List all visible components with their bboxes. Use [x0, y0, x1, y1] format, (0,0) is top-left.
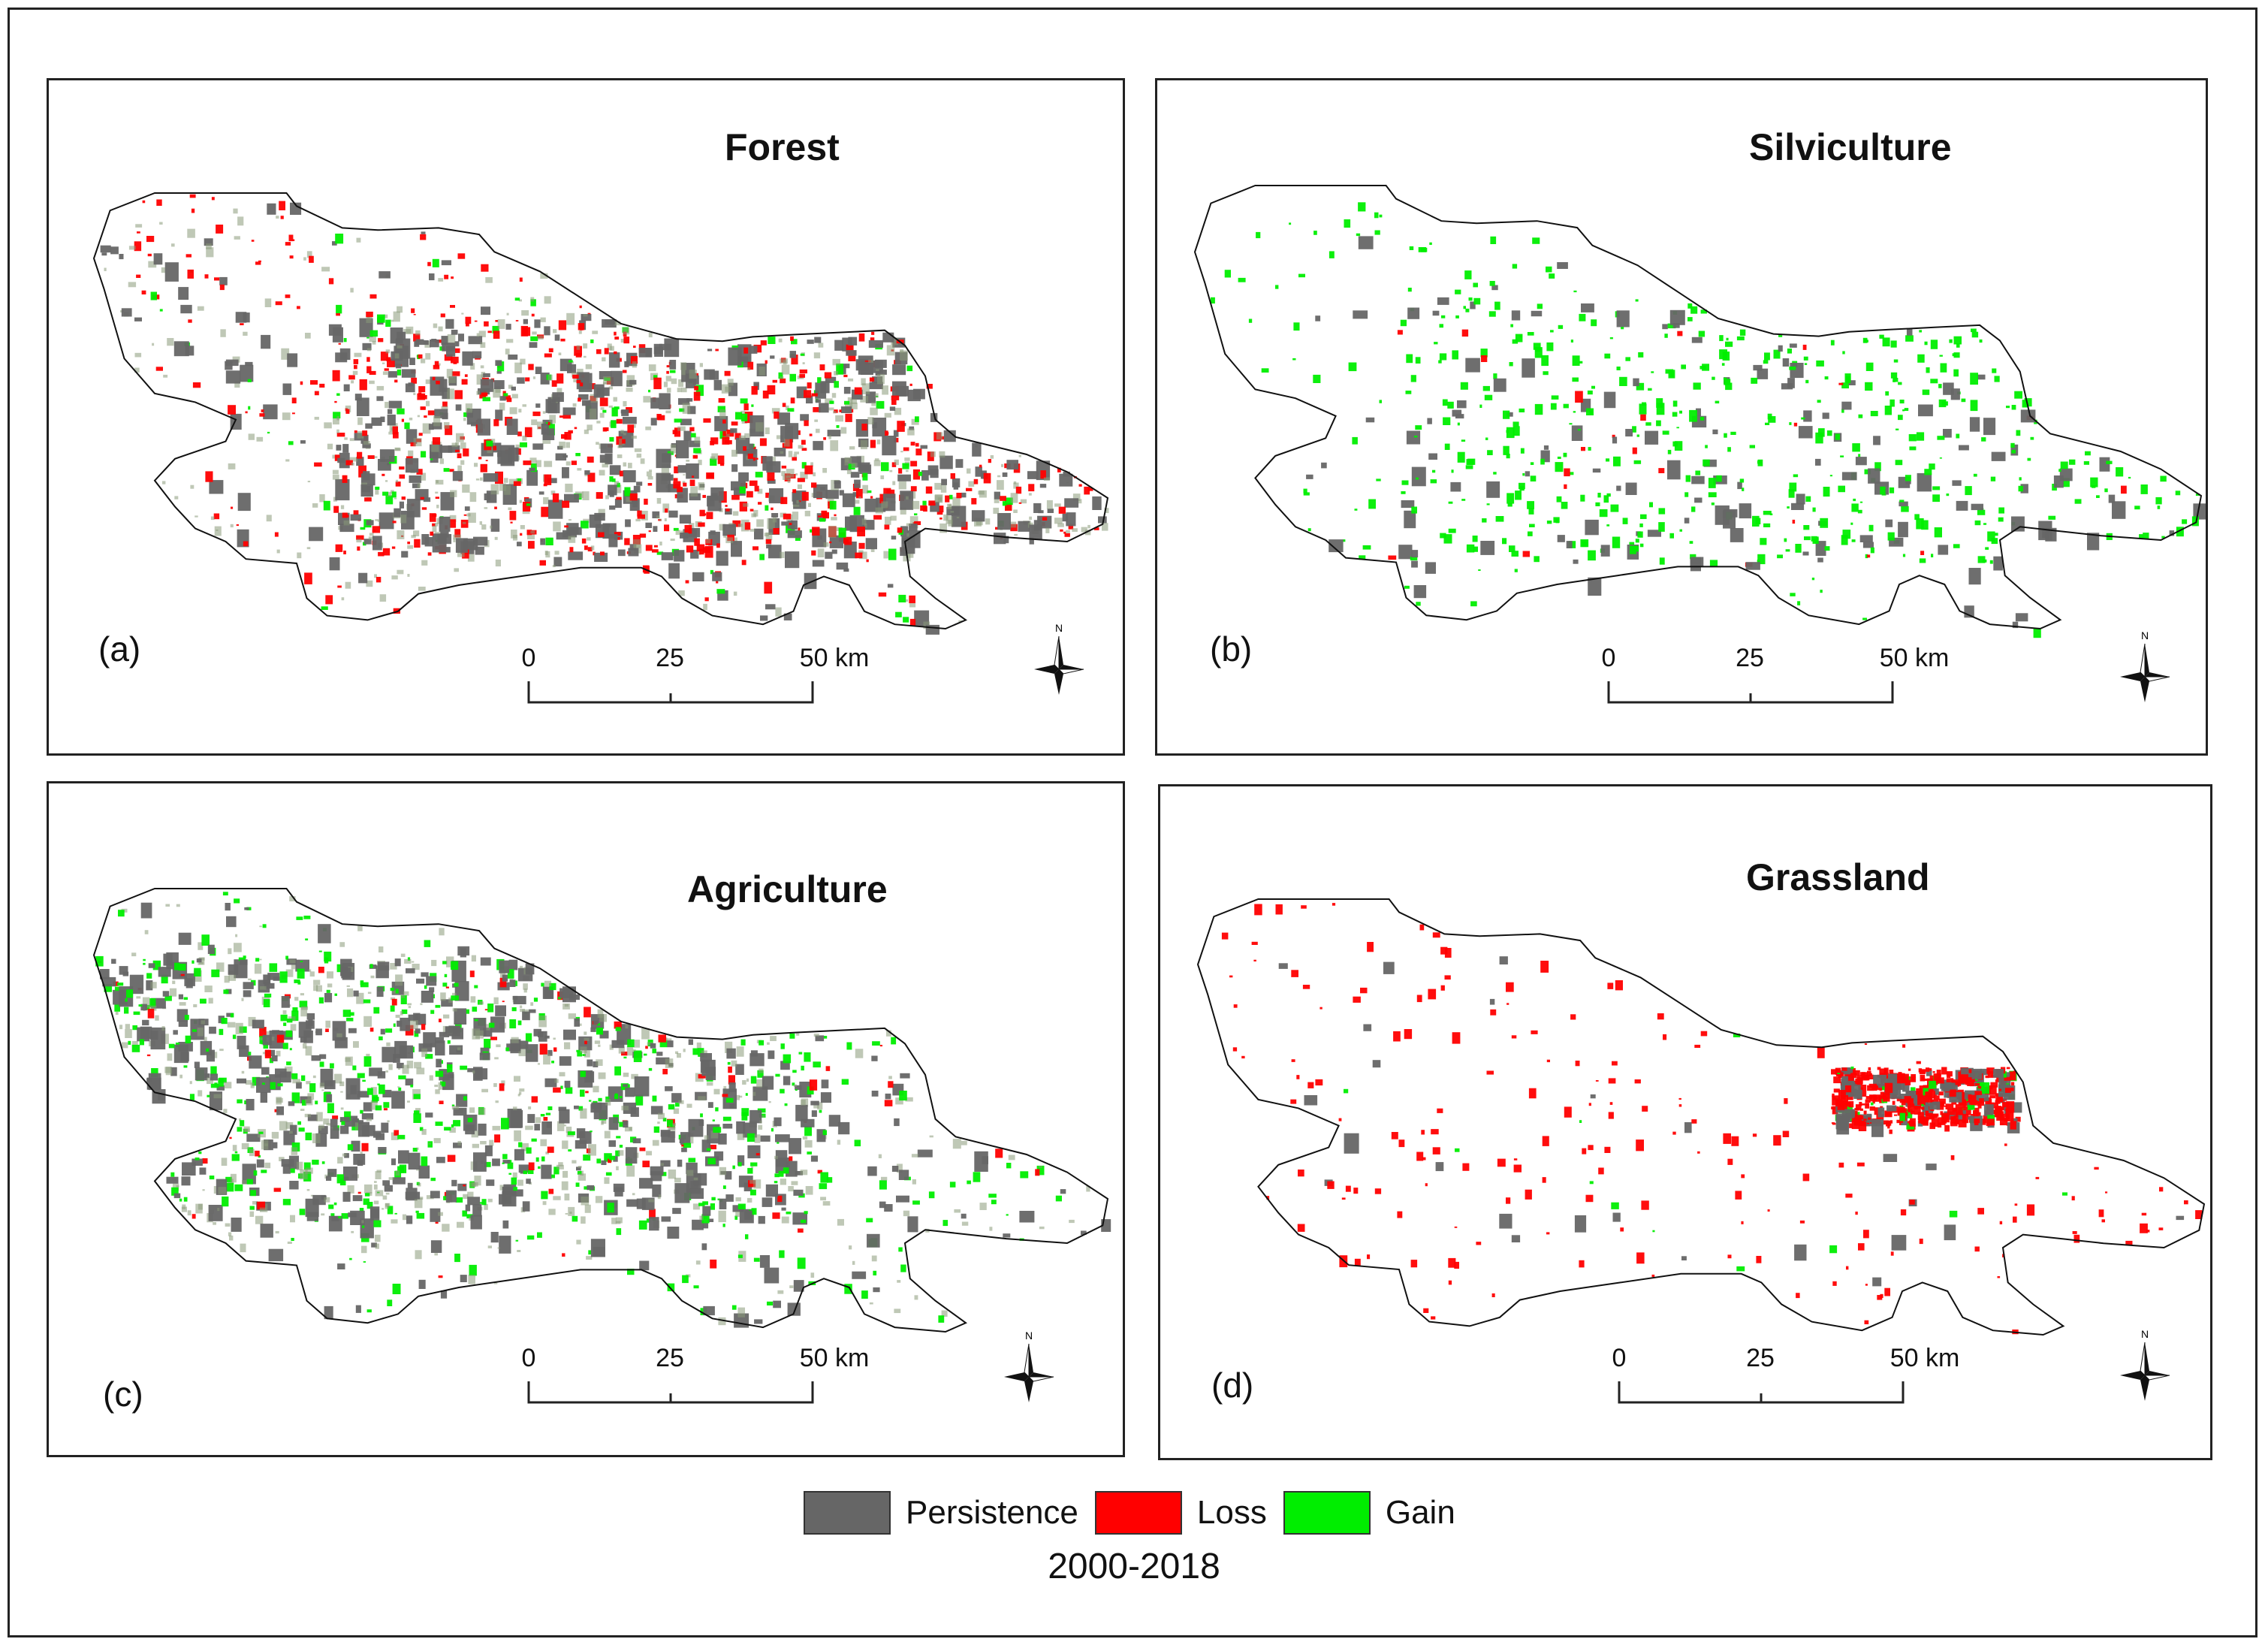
scale-tick-25: 25 — [1736, 644, 1764, 672]
legend-swatch-loss — [1094, 1491, 1182, 1535]
agriculture-change-map — [92, 888, 1111, 1333]
land-change-pixels — [1221, 903, 2203, 1335]
scale-bar-line — [527, 1381, 814, 1404]
scale-bar: 0 25 50 km — [511, 644, 869, 711]
panel-label: (d) — [1211, 1366, 1254, 1405]
scale-bar: 0 25 50 km — [1602, 1344, 1959, 1411]
scale-tick-0: 0 — [1601, 644, 1616, 672]
silviculture-change-map — [1193, 185, 2206, 638]
north-arrow-icon: N — [995, 1329, 1063, 1404]
north-arrow-icon: N — [2111, 629, 2179, 704]
land-change-pixels — [1210, 202, 2206, 638]
panel-label: (b) — [1210, 629, 1253, 669]
scale-bar-line — [527, 681, 814, 704]
panel-title: Forest — [725, 126, 840, 168]
panel-grassland: Grassland (d) 0 25 50 km N — [1158, 784, 2212, 1460]
region-boundary — [92, 192, 1109, 630]
land-change-pixels — [100, 194, 1109, 635]
scale-bar: 0 25 50 km — [511, 1344, 869, 1411]
svg-text:N: N — [1025, 1330, 1033, 1342]
scale-tick-25: 25 — [656, 644, 684, 672]
legend-label-persistence: Persistence — [906, 1494, 1078, 1531]
svg-text:N: N — [1055, 622, 1063, 634]
svg-text:N: N — [2141, 629, 2149, 641]
forest-change-map — [92, 192, 1109, 635]
legend-swatch-gain — [1283, 1491, 1371, 1535]
scale-tick-0: 0 — [521, 644, 536, 672]
figure-frame — [8, 8, 2257, 1637]
scale-bar-line — [1607, 681, 1894, 704]
panel-forest: Forest (a) 0 25 50 km N — [47, 78, 1125, 756]
scale-tick-0: 0 — [521, 1344, 536, 1372]
scale-bar-line — [1618, 1381, 1905, 1404]
scale-bar: 0 25 50 km — [1591, 644, 1949, 711]
scale-tick-50: 50 km — [1879, 644, 1950, 672]
panel-title: Silviculture — [1749, 126, 1952, 168]
legend-label-loss: Loss — [1196, 1494, 1267, 1531]
panel-title: Grassland — [1746, 856, 1930, 898]
scale-tick-50: 50 km — [799, 1344, 870, 1372]
period-label: 2000-2018 — [1048, 1547, 1220, 1586]
panel-silviculture: Silviculture (b) 0 25 50 km N — [1155, 78, 2208, 756]
panel-label: (a) — [98, 629, 141, 669]
scale-tick-50: 50 km — [799, 644, 870, 672]
legend-label-gain: Gain — [1385, 1494, 1455, 1531]
region-boundary — [92, 888, 1109, 1333]
scale-tick-0: 0 — [1612, 1344, 1627, 1372]
grassland-change-map — [1196, 898, 2206, 1336]
legend-swatch-persistence — [804, 1491, 891, 1535]
panel-label: (c) — [103, 1375, 143, 1414]
panel-title: Agriculture — [687, 868, 888, 910]
land-change-pixels — [95, 892, 1111, 1328]
region-boundary — [1193, 185, 2203, 630]
scale-tick-25: 25 — [1746, 1344, 1775, 1372]
north-arrow-icon: N — [1025, 621, 1093, 696]
region-boundary — [1196, 898, 2206, 1336]
north-arrow-icon: N — [2111, 1327, 2179, 1402]
scale-tick-50: 50 km — [1889, 1344, 1960, 1372]
panel-agriculture: Agriculture (c) 0 25 50 km N — [47, 781, 1125, 1457]
legend: Persistence Loss Gain — [804, 1489, 1472, 1537]
scale-tick-25: 25 — [656, 1344, 684, 1372]
